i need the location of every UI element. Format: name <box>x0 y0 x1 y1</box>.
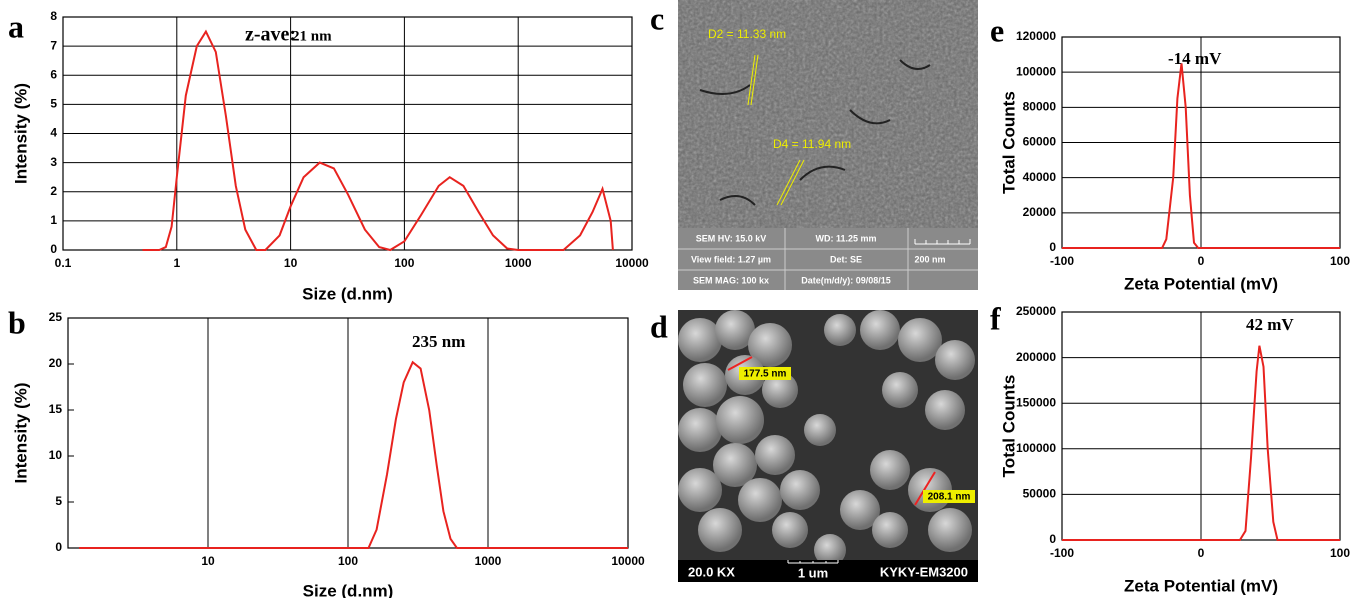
y-tick-label: 0 <box>1049 240 1056 254</box>
x-tick-label: 100 <box>338 554 358 568</box>
y-tick-label: 80000 <box>1023 100 1057 114</box>
x-tick-label: 10000 <box>611 554 645 568</box>
y-tick-label: 100000 <box>1016 64 1056 78</box>
annotation: 21 nm <box>292 28 332 44</box>
y-tick-label: 6 <box>50 67 57 81</box>
x-tick-label: 1 <box>173 256 180 270</box>
y-tick-label: 25 <box>49 310 63 324</box>
y-tick-label: 5 <box>50 97 57 111</box>
y-tick-label: 50000 <box>1023 487 1057 501</box>
x-tick-label: 1000 <box>505 256 532 270</box>
x-tick-label: 10 <box>284 256 298 270</box>
page: D2 = 11.33 nm D4 = 11.94 nm SEM HV: 15.0… <box>0 0 1354 598</box>
y-tick-label: 20 <box>49 356 63 370</box>
x-tick-label: 0 <box>1198 546 1205 560</box>
sem-image-d: 177.5 nm 208.1 nm 20.0 KX 1 um KYKY-EM32… <box>678 310 978 582</box>
x-tick-label: 100 <box>394 256 414 270</box>
y-tick-label: 15 <box>49 402 63 416</box>
figure: D2 = 11.33 nm D4 = 11.94 nm SEM HV: 15.0… <box>0 0 1354 598</box>
sem-footer: KYKY-EM3200 <box>880 564 968 579</box>
y-axis-title: Intensity (%) <box>11 382 30 483</box>
annotation: -14 mV <box>1168 49 1222 68</box>
y-tick-label: 3 <box>50 155 57 169</box>
panel-label: d <box>650 308 668 344</box>
data-line <box>143 32 613 250</box>
annotation: 235 nm <box>412 332 465 351</box>
x-tick-label: -100 <box>1050 254 1074 268</box>
sem-footer: 1 um <box>798 565 828 580</box>
x-axis-title: Size (d.nm) <box>302 284 393 303</box>
y-tick-label: 200000 <box>1016 350 1056 364</box>
measurement: 208.1 nm <box>928 492 971 503</box>
y-tick-label: 250000 <box>1016 304 1056 318</box>
y-tick-label: 100000 <box>1016 441 1056 455</box>
sem-image-c: D2 = 11.33 nm D4 = 11.94 nm SEM HV: 15.0… <box>678 0 978 290</box>
x-tick-label: 0 <box>1198 254 1205 268</box>
panel-label: a <box>8 8 24 44</box>
x-tick-label: -100 <box>1050 546 1074 560</box>
sem-info: Det: SE <box>830 254 862 264</box>
y-tick-label: 20000 <box>1023 205 1057 219</box>
x-axis-title: Zeta Potential (mV) <box>1124 576 1278 595</box>
x-tick-label: 10 <box>201 554 215 568</box>
y-axis-title: Intensity (%) <box>11 83 30 184</box>
panel-label: b <box>8 304 26 340</box>
y-tick-label: 40000 <box>1023 170 1057 184</box>
y-axis-title: Total Counts <box>999 91 1018 194</box>
y-tick-label: 1 <box>50 213 57 227</box>
data-line <box>79 362 628 548</box>
y-tick-label: 7 <box>50 38 57 52</box>
y-tick-label: 2 <box>50 184 57 198</box>
sem-footer: 20.0 KX <box>688 564 735 579</box>
measurement: 177.5 nm <box>744 369 787 380</box>
measurement: D2 = 11.33 nm <box>708 27 786 41</box>
x-tick-label: 1000 <box>475 554 502 568</box>
y-axis-title: Total Counts <box>999 375 1018 478</box>
panel-label: c <box>650 0 664 36</box>
y-tick-label: 0 <box>55 540 62 554</box>
x-axis-title: Size (d.nm) <box>303 581 394 598</box>
panel-label: f <box>990 300 1001 336</box>
sem-info: Date(m/d/y): 09/08/15 <box>801 275 891 285</box>
x-tick-label: 100 <box>1330 546 1350 560</box>
y-tick-label: 120000 <box>1016 29 1056 43</box>
sem-info: SEM MAG: 100 kx <box>693 275 769 285</box>
sem-info: SEM HV: 15.0 kV <box>696 233 767 243</box>
y-tick-label: 8 <box>50 9 57 23</box>
sem-info: View field: 1.27 µm <box>691 254 771 264</box>
y-tick-label: 5 <box>55 494 62 508</box>
x-axis-title: Zeta Potential (mV) <box>1124 274 1278 293</box>
annotation: z-ave: <box>245 24 296 46</box>
measurement: D4 = 11.94 nm <box>773 137 851 151</box>
x-tick-label: 10000 <box>615 256 649 270</box>
x-tick-label: 0.1 <box>55 256 72 270</box>
y-tick-label: 60000 <box>1023 135 1057 149</box>
y-tick-label: 10 <box>49 448 63 462</box>
x-tick-label: 100 <box>1330 254 1350 268</box>
sem-info: WD: 11.25 mm <box>815 233 876 243</box>
annotation: 42 mV <box>1246 315 1294 334</box>
y-tick-label: 0 <box>1049 532 1056 546</box>
y-tick-label: 150000 <box>1016 395 1056 409</box>
y-tick-label: 0 <box>50 242 57 256</box>
panel-label: e <box>990 12 1004 48</box>
scale-label: 200 nm <box>914 254 945 264</box>
y-tick-label: 4 <box>50 126 57 140</box>
